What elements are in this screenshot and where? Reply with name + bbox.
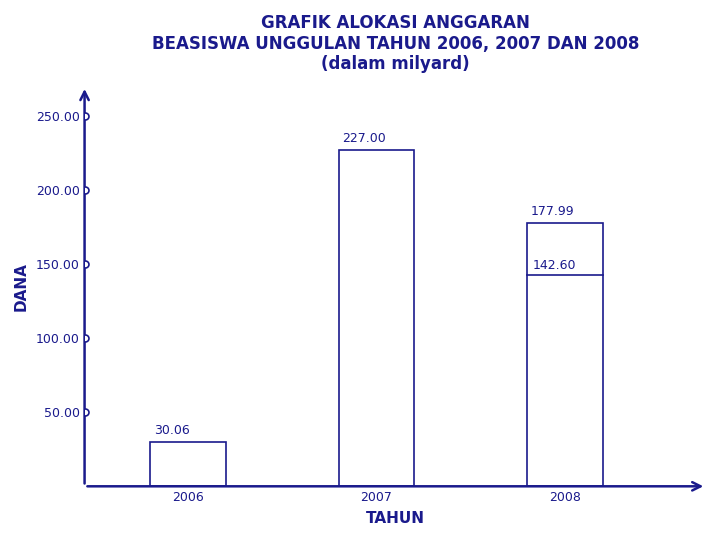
Bar (339, 150, 414, 487)
Text: 142.60: 142.60 (533, 259, 576, 272)
Title: GRAFIK ALOKASI ANGGARAN
BEASISWA UNGGULAN TAHUN 2006, 2007 DAN 2008
(dalam milya: GRAFIK ALOKASI ANGGARAN BEASISWA UNGGULA… (152, 14, 639, 73)
Text: 227.00: 227.00 (343, 132, 387, 145)
Y-axis label: DANA: DANA (14, 262, 29, 310)
Bar (527, 222, 603, 487)
Text: 30.06: 30.06 (154, 424, 190, 437)
X-axis label: TAHUN: TAHUN (366, 511, 425, 526)
Text: 177.99: 177.99 (531, 205, 575, 218)
Bar (150, 442, 226, 487)
